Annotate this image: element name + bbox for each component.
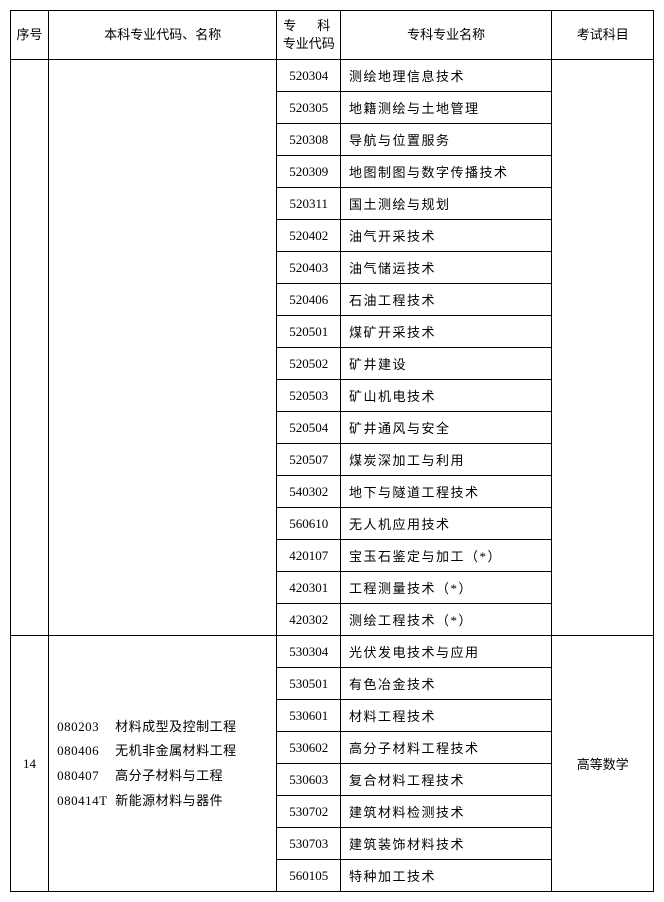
spec-name-cell: 矿井通风与安全	[340, 412, 552, 444]
spec-name-cell: 石油工程技术	[340, 284, 552, 316]
undergrad-name: 新能源材料与器件	[115, 793, 223, 808]
spec-code-cell: 520305	[277, 92, 340, 124]
exam-cell	[552, 60, 654, 636]
spec-code-cell: 530304	[277, 636, 340, 668]
spec-code-cell: 520502	[277, 348, 340, 380]
table-row: 14080203材料成型及控制工程080406无机非金属材料工程080407高分…	[11, 636, 654, 668]
spec-code-cell: 520403	[277, 252, 340, 284]
spec-name-cell: 有色冶金技术	[340, 668, 552, 700]
undergrad-cell	[49, 60, 277, 636]
undergrad-code: 080406	[57, 739, 115, 764]
spec-code-cell: 520504	[277, 412, 340, 444]
spec-code-cell: 520311	[277, 188, 340, 220]
header-spec-code-l2: 专业代码	[283, 36, 335, 51]
spec-name-cell: 煤炭深加工与利用	[340, 444, 552, 476]
spec-code-cell: 520501	[277, 316, 340, 348]
spec-code-cell: 530603	[277, 764, 340, 796]
exam-cell: 高等数学	[552, 636, 654, 892]
spec-code-cell: 420301	[277, 572, 340, 604]
spec-code-cell: 520402	[277, 220, 340, 252]
undergrad-name: 高分子材料与工程	[115, 768, 223, 783]
spec-name-cell: 光伏发电技术与应用	[340, 636, 552, 668]
spec-name-cell: 工程测量技术（*）	[340, 572, 552, 604]
undergrad-cell: 080203材料成型及控制工程080406无机非金属材料工程080407高分子材…	[49, 636, 277, 892]
spec-name-cell: 建筑材料检测技术	[340, 796, 552, 828]
spec-name-cell: 矿山机电技术	[340, 380, 552, 412]
spec-code-cell: 520309	[277, 156, 340, 188]
spec-name-cell: 煤矿开采技术	[340, 316, 552, 348]
header-spec-code-l1: 专 科	[283, 18, 334, 33]
header-row: 序号 本科专业代码、名称 专 科 专业代码 专科专业名称 考试科目	[11, 11, 654, 60]
spec-code-cell: 560105	[277, 860, 340, 892]
header-spec-name: 专科专业名称	[340, 11, 552, 60]
spec-name-cell: 材料工程技术	[340, 700, 552, 732]
undergrad-line: 080203材料成型及控制工程	[57, 715, 272, 740]
spec-name-cell: 无人机应用技术	[340, 508, 552, 540]
undergrad-line: 080406无机非金属材料工程	[57, 739, 272, 764]
spec-name-cell: 建筑装饰材料技术	[340, 828, 552, 860]
undergrad-code: 080203	[57, 715, 115, 740]
header-spec-code: 专 科 专业代码	[277, 11, 340, 60]
spec-code-cell: 520406	[277, 284, 340, 316]
undergrad-name: 无机非金属材料工程	[115, 743, 237, 758]
seq-cell	[11, 60, 49, 636]
undergrad-line: 080407高分子材料与工程	[57, 764, 272, 789]
spec-name-cell: 复合材料工程技术	[340, 764, 552, 796]
spec-code-cell: 520507	[277, 444, 340, 476]
undergrad-line: 080414T新能源材料与器件	[57, 789, 272, 814]
spec-code-cell: 530501	[277, 668, 340, 700]
majors-table: 序号 本科专业代码、名称 专 科 专业代码 专科专业名称 考试科目 520304…	[10, 10, 654, 892]
spec-name-cell: 地籍测绘与土地管理	[340, 92, 552, 124]
spec-code-cell: 530602	[277, 732, 340, 764]
spec-name-cell: 油气储运技术	[340, 252, 552, 284]
spec-code-cell: 520308	[277, 124, 340, 156]
undergrad-code: 080414T	[57, 789, 115, 814]
spec-code-cell: 530703	[277, 828, 340, 860]
header-seq: 序号	[11, 11, 49, 60]
table-row: 520304测绘地理信息技术	[11, 60, 654, 92]
seq-cell: 14	[11, 636, 49, 892]
table-body: 520304测绘地理信息技术520305地籍测绘与土地管理520308导航与位置…	[11, 60, 654, 892]
spec-code-cell: 420302	[277, 604, 340, 636]
spec-code-cell: 520503	[277, 380, 340, 412]
spec-name-cell: 宝玉石鉴定与加工（*）	[340, 540, 552, 572]
header-undergrad: 本科专业代码、名称	[49, 11, 277, 60]
undergrad-code: 080407	[57, 764, 115, 789]
spec-name-cell: 矿井建设	[340, 348, 552, 380]
spec-name-cell: 特种加工技术	[340, 860, 552, 892]
header-exam: 考试科目	[552, 11, 654, 60]
spec-code-cell: 540302	[277, 476, 340, 508]
spec-name-cell: 测绘地理信息技术	[340, 60, 552, 92]
spec-name-cell: 测绘工程技术（*）	[340, 604, 552, 636]
spec-code-cell: 560610	[277, 508, 340, 540]
spec-code-cell: 420107	[277, 540, 340, 572]
spec-name-cell: 油气开采技术	[340, 220, 552, 252]
spec-name-cell: 地下与隧道工程技术	[340, 476, 552, 508]
spec-name-cell: 高分子材料工程技术	[340, 732, 552, 764]
undergrad-name: 材料成型及控制工程	[115, 719, 237, 734]
spec-name-cell: 导航与位置服务	[340, 124, 552, 156]
spec-code-cell: 530601	[277, 700, 340, 732]
spec-name-cell: 国土测绘与规划	[340, 188, 552, 220]
spec-code-cell: 520304	[277, 60, 340, 92]
spec-code-cell: 530702	[277, 796, 340, 828]
spec-name-cell: 地图制图与数字传播技术	[340, 156, 552, 188]
